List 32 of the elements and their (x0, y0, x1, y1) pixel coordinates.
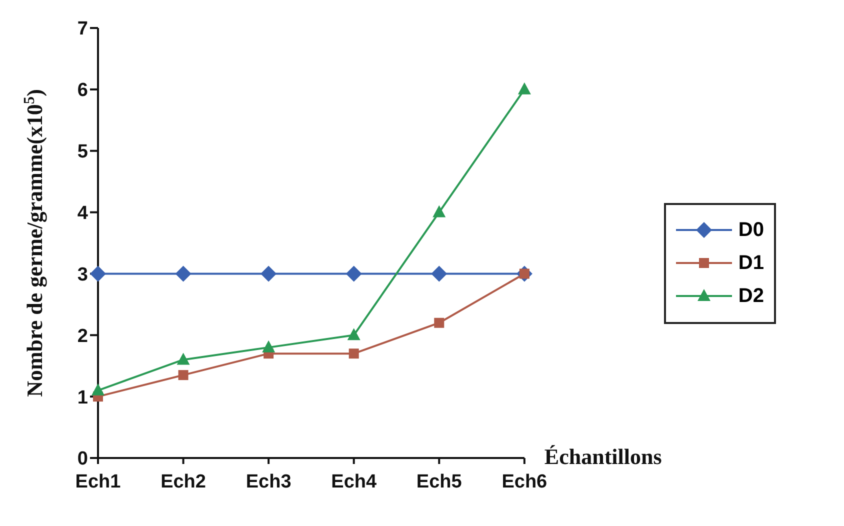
point (178, 370, 188, 380)
legend-label: D2 (738, 284, 764, 308)
point (175, 266, 192, 282)
point (90, 266, 106, 282)
y-tick-label: 6 (77, 80, 88, 102)
x-tick-label: Ech6 (502, 471, 548, 492)
point (434, 318, 444, 328)
point (92, 383, 104, 396)
x-tick-label: Ech3 (246, 471, 292, 492)
y-tick-label: 2 (77, 326, 88, 347)
point (431, 266, 448, 282)
point (348, 348, 359, 359)
y-tick-label: 3 (77, 264, 88, 286)
y-tick-label: 0 (77, 448, 88, 470)
legend-label: D0 (738, 218, 764, 242)
point (518, 82, 531, 94)
x-tick-label: Ech4 (331, 471, 377, 492)
point (262, 340, 276, 352)
x-tick-label: Ech2 (160, 471, 206, 492)
point (260, 266, 277, 282)
x-tick-label: Ech5 (416, 471, 462, 492)
legend-label: D1 (738, 252, 764, 274)
x-tick-label: Ech1 (75, 471, 122, 492)
x-axis-title: Échantillons (544, 444, 662, 469)
point (432, 205, 446, 218)
point (346, 266, 362, 282)
y-tick-label: 7 (77, 18, 88, 40)
y-tick-label: 1 (77, 387, 88, 408)
y-tick-label: 5 (77, 142, 88, 163)
y-tick-label: 4 (77, 203, 88, 224)
point (176, 352, 190, 365)
point (347, 328, 360, 340)
